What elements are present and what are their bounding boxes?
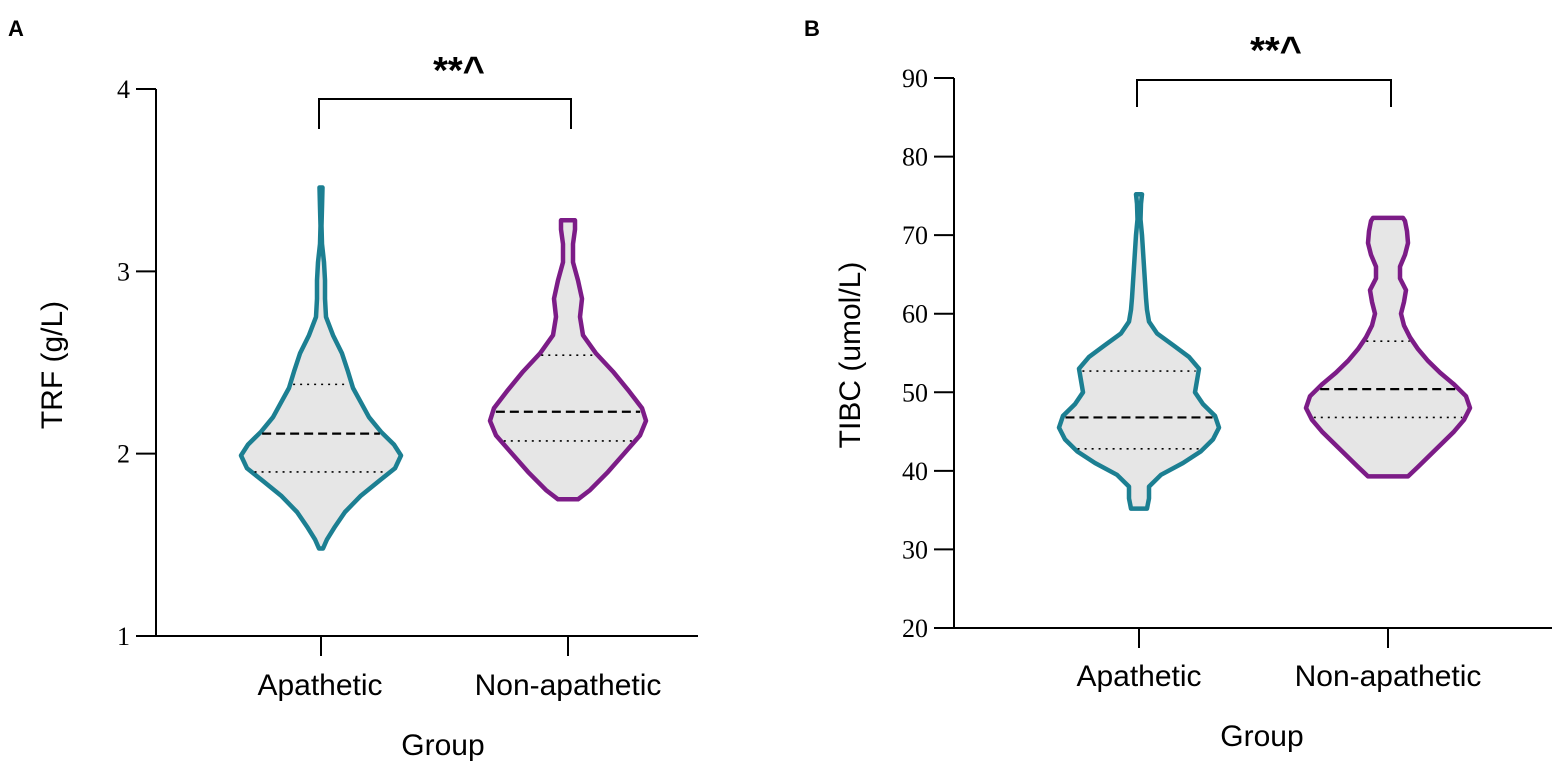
- y-tick-label: 2: [117, 440, 130, 469]
- panel-label: A: [8, 16, 24, 41]
- x-axis-label: Group: [1220, 720, 1303, 753]
- y-tick-label: 50: [902, 378, 928, 407]
- significance-bracket: **^: [1136, 30, 1392, 107]
- y-tick-label: 3: [117, 257, 130, 286]
- x-tick-label-apathetic: Apathetic: [1076, 660, 1201, 693]
- y-tick-label: 20: [902, 614, 928, 643]
- x-axis-label: Group: [401, 729, 484, 762]
- y-tick-label: 4: [117, 75, 130, 104]
- violin-non-apathetic: [1303, 215, 1473, 479]
- x-tick-label-non-apathetic: Non-apathetic: [1295, 660, 1482, 693]
- y-tick-label: 70: [902, 221, 928, 250]
- panel-b: B 20 30 40 50 60 70 80 90 TIBC (umol/L) Group A…: [804, 16, 1552, 753]
- violin-non-apathetic: [487, 218, 649, 502]
- y-axis-label: TRF (g/L): [36, 301, 69, 429]
- y-tick-label: 80: [902, 143, 928, 172]
- x-tick-label-non-apathetic: Non-apathetic: [475, 669, 662, 702]
- significance-bracket: **^: [318, 50, 572, 129]
- y-axis-label: TIBC (umol/L): [834, 262, 867, 449]
- y-tick-label: 60: [902, 300, 928, 329]
- violin-apathetic: [238, 185, 404, 551]
- y-tick-label: 30: [902, 535, 928, 564]
- panel-a: A 1 2 3 4 TRF (g/L) Group Apathetic Non-apa…: [8, 16, 698, 762]
- y-tick-label: 1: [117, 622, 130, 651]
- x-tick-label-apathetic: Apathetic: [257, 669, 382, 702]
- y-tick-label: 90: [902, 64, 928, 93]
- panel-label: B: [804, 16, 820, 41]
- significance-label: **^: [433, 50, 485, 92]
- y-tick-label: 40: [902, 457, 928, 486]
- significance-label: **^: [1250, 30, 1302, 72]
- violin-apathetic: [1056, 192, 1222, 511]
